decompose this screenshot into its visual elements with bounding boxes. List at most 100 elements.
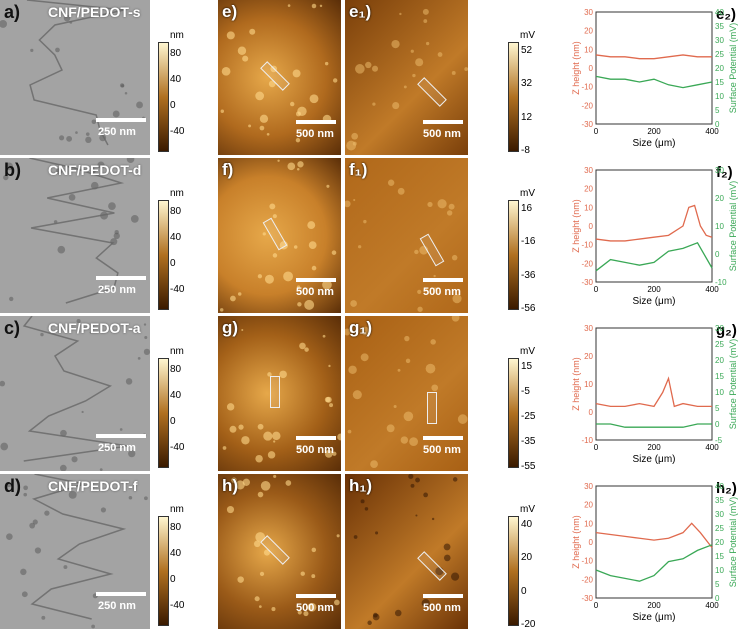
y2-tick-label: 5 <box>715 106 720 115</box>
y1-tick-label: 0 <box>589 64 594 73</box>
y1-axis-label: Z height (nm) <box>571 199 581 253</box>
colorbar-tick: -25 <box>521 411 536 422</box>
y1-tick-label: 0 <box>589 222 594 231</box>
colorbar-tick: 40 <box>521 519 533 530</box>
colorbar-tick: -36 <box>521 269 536 281</box>
plot-frame <box>595 11 713 125</box>
y1-tick-label: 20 <box>584 185 593 194</box>
potential-colorbar <box>508 200 519 310</box>
scale-bar <box>296 594 336 598</box>
kpfm-potential-image: e₁) 500 nm <box>345 0 468 155</box>
y2-tick-label: 30 <box>715 324 724 333</box>
profile-chart: 30 20 10 0 -10 -20 -30 30 20 10 0 -10 0 200 400 Size (μ… <box>571 166 738 307</box>
scale-bar <box>296 120 336 124</box>
y1-tick-label: -30 <box>581 594 593 603</box>
profile-chart: 30 20 10 0 -10 -20 -30 40 35 30 25 20 15 10 5 0 0 200 400 S… <box>571 482 738 623</box>
panel-label: g₁) <box>349 318 373 337</box>
colorbar-tick: -40 <box>170 600 185 611</box>
y2-tick-label: 10 <box>715 566 724 575</box>
plot-frame <box>595 485 713 599</box>
height-colorbar <box>158 42 169 152</box>
y1-tick-label: 10 <box>584 519 593 528</box>
colorbar-tick: 40 <box>170 74 182 85</box>
surface-potential-line <box>596 423 712 428</box>
scale-label: 500 nm <box>296 602 334 614</box>
y1-tick-label: -30 <box>581 120 593 129</box>
scale-label: 500 nm <box>423 286 461 298</box>
scale-bar <box>423 594 463 598</box>
y2-tick-label: 20 <box>715 538 724 547</box>
y2-tick-label: 10 <box>715 388 724 397</box>
scale-bar <box>423 278 463 282</box>
colorbar-tick: 52 <box>521 45 533 56</box>
x-axis-label: Size (μm) <box>633 454 676 465</box>
y2-tick-label: 15 <box>715 372 724 381</box>
potential-colorbar <box>508 358 519 468</box>
y2-tick-label: 20 <box>715 64 724 73</box>
y1-tick-label: 30 <box>584 8 593 17</box>
y2-axis-label: Surface Potential (mV) <box>728 23 738 114</box>
y2-tick-label: 40 <box>715 8 724 17</box>
x-tick-label: 200 <box>647 601 661 610</box>
scale-label: 500 nm <box>423 128 461 140</box>
profile-line-marker <box>270 376 280 408</box>
afm-height-image: f) 500 nm <box>218 158 341 313</box>
profile-chart: 30 20 10 0 -10 -20 -30 40 35 30 25 20 15 10 5 0 0 200 400 S… <box>571 8 738 149</box>
scale-bar <box>296 278 336 282</box>
afm-height-image: g) 500 nm <box>218 316 341 471</box>
y1-tick-label: 20 <box>584 27 593 36</box>
y2-tick-label: 25 <box>715 50 724 59</box>
colorbar-unit: nm <box>170 188 184 199</box>
colorbar-tick: 40 <box>170 548 182 559</box>
tem-image: a) CNF/PEDOT-s 250 nm <box>0 0 150 155</box>
y1-tick-label: 20 <box>584 352 593 361</box>
y2-tick-label: -5 <box>715 436 723 445</box>
tem-image: c) CNF/PEDOT-a 250 nm <box>0 316 150 471</box>
y1-tick-label: 30 <box>584 166 593 175</box>
sample-title: CNF/PEDOT-d <box>48 162 142 178</box>
colorbar-tick: 80 <box>170 206 182 217</box>
y2-tick-label: 10 <box>715 222 724 231</box>
colorbar-unit: nm <box>170 346 184 357</box>
x-tick-label: 200 <box>647 127 661 136</box>
panel-label: e) <box>222 2 238 21</box>
scale-label: 500 nm <box>423 602 461 614</box>
y1-axis-label: Z height (nm) <box>571 515 581 569</box>
scale-label: 500 nm <box>296 444 334 456</box>
y2-axis-label: Surface Potential (mV) <box>728 339 738 430</box>
y2-tick-label: 5 <box>715 404 720 413</box>
colorbar-tick: 80 <box>170 522 182 533</box>
y1-axis-label: Z height (nm) <box>571 41 581 95</box>
surface-potential-line <box>595 241 713 272</box>
y2-axis-label: Surface Potential (mV) <box>728 181 738 272</box>
y2-tick-label: 30 <box>715 36 724 45</box>
scale-label: 250 nm <box>98 284 136 296</box>
colorbar-unit: nm <box>170 30 184 41</box>
y2-tick-label: 30 <box>715 510 724 519</box>
sample-title: CNF/PEDOT-a <box>48 320 141 336</box>
colorbar-tick: 12 <box>521 111 533 123</box>
scale-label: 500 nm <box>423 444 461 456</box>
panel-label: g) <box>222 318 239 337</box>
y1-tick-label: -10 <box>581 436 593 445</box>
scale-bar <box>296 436 336 440</box>
panel-label: d) <box>4 476 21 496</box>
colorbar-tick: 0 <box>170 416 176 427</box>
z-height-line <box>595 376 712 408</box>
y2-tick-label: 25 <box>715 340 724 349</box>
plot-frame <box>595 169 713 283</box>
colorbar-tick: -40 <box>170 442 185 453</box>
scale-bar <box>96 276 146 280</box>
y1-tick-label: 10 <box>584 203 593 212</box>
colorbar-tick: 40 <box>170 232 182 243</box>
kpfm-potential-image: h₁) 500 nm <box>345 474 468 629</box>
colorbar-tick: -56 <box>521 303 536 314</box>
y1-tick-label: -10 <box>581 557 593 566</box>
x-tick-label: 0 <box>594 443 599 452</box>
colorbar-tick: 0 <box>170 258 176 269</box>
potential-colorbar <box>508 42 519 152</box>
scale-bar <box>96 118 146 122</box>
x-tick-label: 400 <box>705 601 719 610</box>
x-tick-label: 0 <box>594 601 599 610</box>
